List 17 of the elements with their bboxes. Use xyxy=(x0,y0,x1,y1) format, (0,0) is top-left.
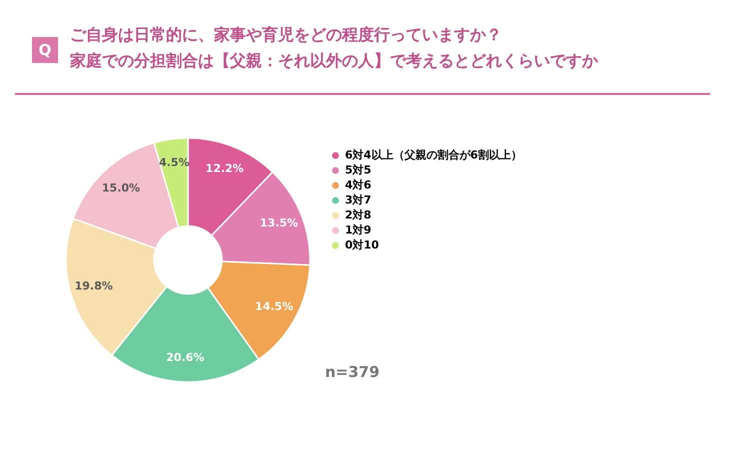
text: Q xyxy=(38,41,52,59)
legend-label: 5対5 xyxy=(345,164,372,176)
legend-label: 6対4以上（父親の割合が6割以上） xyxy=(345,148,522,162)
legend-label: 2対8 xyxy=(345,208,372,222)
legend-label: 1対9 xyxy=(345,224,372,236)
data-label: 15.0% xyxy=(102,182,140,195)
legend-label: 4対6 xyxy=(345,178,372,192)
legend-label: 3対7 xyxy=(345,194,372,206)
legend-label: 0対10 xyxy=(345,238,380,252)
data-label: 19.8% xyxy=(74,280,113,293)
data-label: 14.5% xyxy=(255,300,294,313)
data-label: 13.5% xyxy=(260,216,298,230)
text: n=379 xyxy=(325,363,380,381)
data-label: 12.2% xyxy=(206,162,244,176)
chart-subtitle: 家庭での分担割合は【父親：それ以外の人】で考えるとどれくらいですか xyxy=(69,51,599,70)
data-label: 20.6% xyxy=(166,350,204,364)
chart-title: ご自身は日常的に、家事や育児をどの程度行っていますか？ xyxy=(70,25,502,44)
